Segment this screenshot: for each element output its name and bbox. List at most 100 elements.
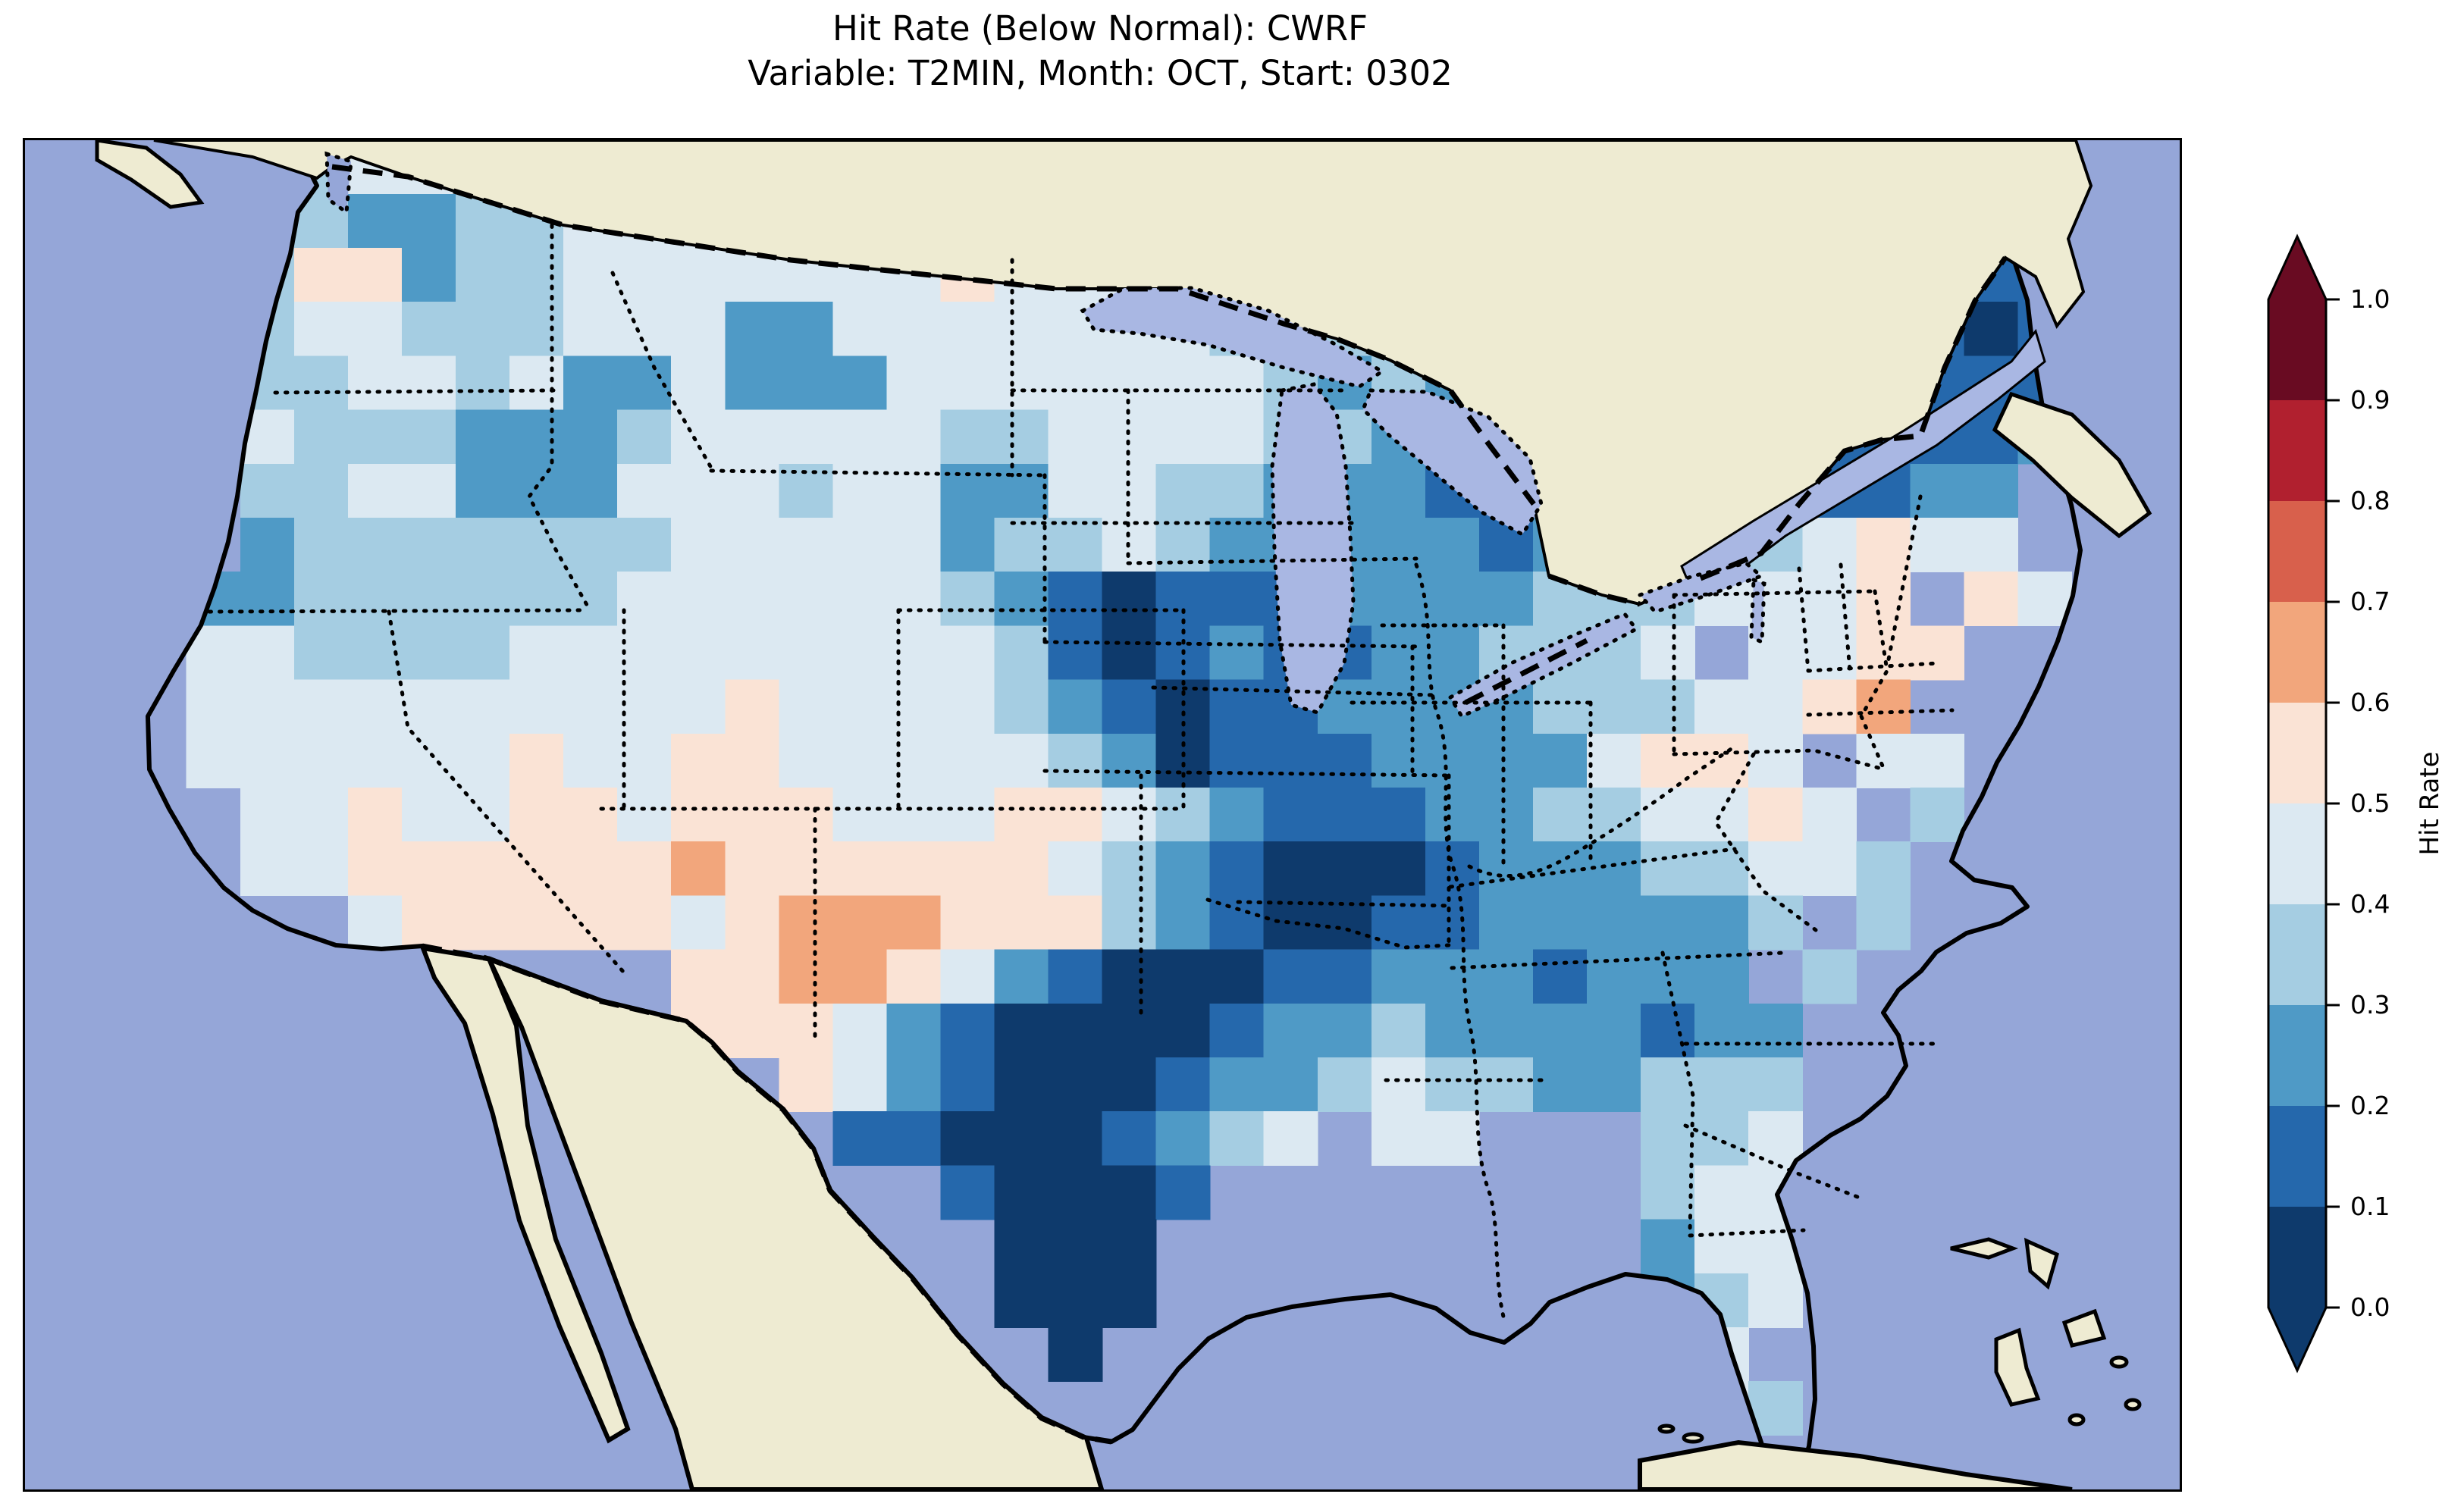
- heatmap-cell: [617, 518, 672, 572]
- heatmap-cell: [402, 680, 456, 734]
- heatmap-cell: [671, 355, 726, 410]
- heatmap-cell: [563, 248, 618, 302]
- heatmap-cell: [1533, 1057, 1588, 1112]
- heatmap-cell: [886, 680, 941, 734]
- heatmap-cell: [1694, 1004, 1749, 1058]
- heatmap-cell: [671, 248, 726, 302]
- heatmap-cell: [832, 355, 887, 410]
- colorbar-under-arrow: [2268, 1308, 2326, 1370]
- heatmap-cell: [617, 572, 672, 626]
- heatmap-cell: [348, 788, 403, 842]
- heatmap-cell: [725, 680, 779, 734]
- heatmap-cell: [348, 734, 403, 788]
- heatmap-cell: [402, 410, 456, 465]
- heatmap-cell: [779, 518, 833, 572]
- heatmap-cell: [1802, 841, 1857, 896]
- heatmap-cell: [348, 895, 403, 950]
- heatmap-cell: [725, 895, 779, 950]
- heatmap-cell: [995, 1111, 1049, 1166]
- heatmap-cell: [1479, 572, 1534, 626]
- heatmap-cell: [509, 572, 564, 626]
- heatmap-cell: [671, 950, 726, 1004]
- heatmap-cell: [1049, 841, 1103, 896]
- heatmap-cell: [1533, 734, 1588, 788]
- heatmap-cell: [1210, 788, 1265, 842]
- heatmap-cell: [1210, 625, 1265, 680]
- heatmap-cell: [294, 788, 349, 842]
- heatmap-cell: [779, 1057, 833, 1112]
- heatmap-cell: [1641, 1220, 1695, 1274]
- heatmap-cell: [294, 572, 349, 626]
- heatmap-cell: [1210, 464, 1265, 518]
- heatmap-cell: [995, 734, 1049, 788]
- heatmap-cell: [1641, 1004, 1695, 1058]
- heatmap-cell: [294, 680, 349, 734]
- heatmap-cell: [940, 1057, 995, 1112]
- heatmap-cell: [1748, 734, 1803, 788]
- heatmap-cell: [832, 572, 887, 626]
- heatmap-cell: [563, 302, 618, 356]
- heatmap-cell: [1049, 788, 1103, 842]
- heatmap-cell: [832, 1004, 887, 1058]
- heatmap-cell: [1210, 950, 1265, 1004]
- heatmap-cell: [995, 410, 1049, 465]
- colorbar-bin: [2268, 1005, 2326, 1107]
- heatmap-cell: [1049, 410, 1103, 465]
- heatmap-cell: [940, 572, 995, 626]
- heatmap-cell: [509, 841, 564, 896]
- heatmap-cell: [1372, 680, 1426, 734]
- heatmap-cell: [1694, 841, 1749, 896]
- colorbar-tick-label: 0.7: [2350, 587, 2390, 616]
- heatmap-cell: [1372, 841, 1426, 896]
- heatmap-cell: [1587, 1004, 1641, 1058]
- title-line-1: Hit Rate (Below Normal): CWRF: [23, 6, 2177, 51]
- heatmap-cell: [995, 1165, 1049, 1220]
- colorbar-ticks: 1.00.90.80.70.60.50.40.30.20.10.0: [2326, 284, 2390, 1322]
- colorbar-over-arrow: [2268, 236, 2326, 299]
- heatmap-cell: [1264, 841, 1318, 896]
- heatmap-cell: [348, 410, 403, 465]
- heatmap-cell: [456, 680, 510, 734]
- heatmap-cell: [563, 518, 618, 572]
- heatmap-cell: [1372, 625, 1426, 680]
- heatmap-cell: [456, 302, 510, 356]
- heatmap-cell: [995, 841, 1049, 896]
- heatmap-cell: [1694, 1111, 1749, 1166]
- colorbar-bin: [2268, 904, 2326, 1006]
- heatmap-cell: [1102, 1165, 1157, 1220]
- heatmap-cell: [1479, 841, 1534, 896]
- heatmap-cell: [509, 895, 564, 950]
- heatmap-cell: [1479, 950, 1534, 1004]
- heatmap-cell: [995, 518, 1049, 572]
- heatmap-cell: [1156, 841, 1211, 896]
- heatmap-cell: [1102, 1057, 1157, 1112]
- heatmap-cell: [563, 734, 618, 788]
- heatmap-cell: [509, 355, 564, 410]
- heatmap-cell: [995, 788, 1049, 842]
- heatmap-cell: [886, 1111, 941, 1166]
- heatmap-cell: [1856, 841, 1911, 896]
- heatmap-cell: [886, 734, 941, 788]
- heatmap-cell: [725, 788, 779, 842]
- heatmap-cell: [995, 950, 1049, 1004]
- heatmap-cell: [940, 302, 995, 356]
- heatmap-cell: [940, 788, 995, 842]
- heatmap-cell: [1049, 950, 1103, 1004]
- heatmap-cell: [1587, 680, 1641, 734]
- heatmap-cell: [402, 302, 456, 356]
- heatmap-cell: [1102, 625, 1157, 680]
- heatmap-cell: [725, 1004, 779, 1058]
- heatmap-cell: [240, 518, 295, 572]
- heatmap-cell: [563, 680, 618, 734]
- heatmap-cell: [509, 734, 564, 788]
- heatmap-cell: [886, 841, 941, 896]
- heatmap-cell: [402, 625, 456, 680]
- title-line-2: Variable: T2MIN, Month: OCT, Start: 0302: [23, 51, 2177, 96]
- heatmap-cell: [240, 788, 295, 842]
- heatmap-cell: [348, 355, 403, 410]
- heatmap-cell: [1102, 1111, 1157, 1166]
- heatmap-cell: [509, 410, 564, 465]
- heatmap-cell: [1210, 841, 1265, 896]
- heatmap-cell: [402, 355, 456, 410]
- heatmap-cell: [1049, 572, 1103, 626]
